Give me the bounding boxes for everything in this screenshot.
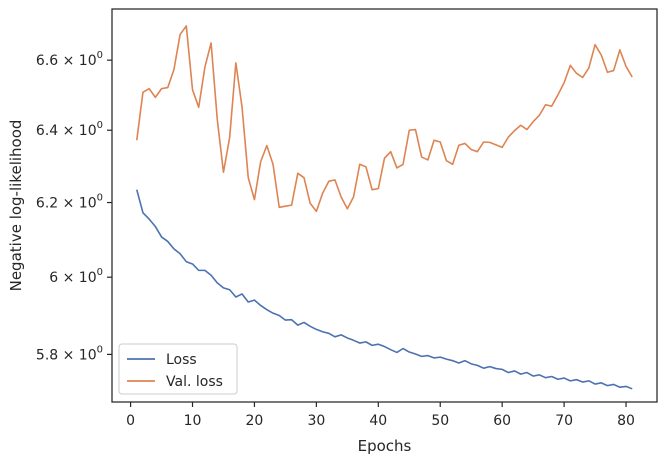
- series-line-2: [135, 25, 633, 213]
- y-tick-label: 6.4 × 100: [36, 120, 103, 139]
- plot-area: [112, 9, 657, 402]
- x-tick-label: 40: [369, 413, 387, 429]
- x-axis: 0 10 20 30 40 50 60 70 80: [126, 402, 635, 429]
- x-tick-label: 80: [617, 413, 635, 429]
- legend-label: Val. loss: [166, 374, 223, 390]
- x-tick-label: 50: [431, 413, 449, 429]
- x-axis-label: Epochs: [358, 437, 412, 455]
- x-tick-label: 0: [126, 413, 135, 429]
- x-tick-label: 30: [307, 413, 325, 429]
- y-axis: 5.8 × 100 6 × 100 6.2 × 100 6.4 × 100 6.6 × …: [36, 50, 112, 363]
- x-tick-label: 70: [555, 413, 573, 429]
- y-tick-label: 6.2 × 100: [36, 193, 103, 212]
- y-axis-label: Negative log-likelihood: [7, 120, 25, 292]
- series-lines: [135, 25, 633, 390]
- y-tick-label: 5.8 × 100: [36, 344, 103, 363]
- legend-label: Loss: [166, 352, 197, 368]
- x-tick-label: 60: [493, 413, 511, 429]
- x-tick-label: 20: [246, 413, 264, 429]
- plot-frame: [111, 8, 658, 403]
- legend: Loss Val. loss: [118, 343, 238, 395]
- y-tick-label: 6 × 100: [49, 267, 103, 286]
- series-line-1: [135, 189, 633, 390]
- y-tick-label: 6.6 × 100: [36, 50, 103, 69]
- x-tick-label: 10: [184, 413, 202, 429]
